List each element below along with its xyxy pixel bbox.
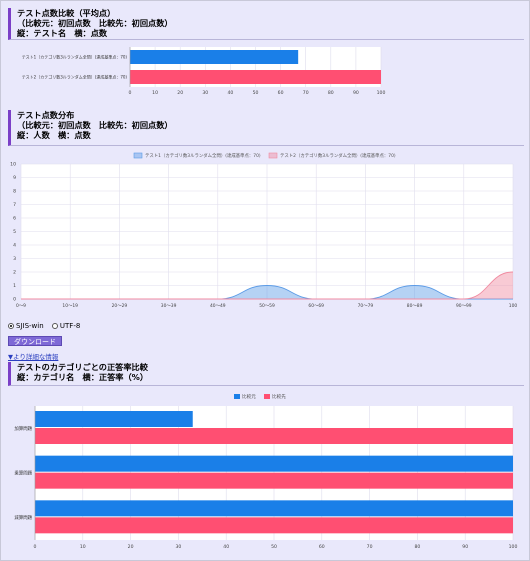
y-tick-label: 乗算問題 xyxy=(14,470,32,477)
section-title: テスト点数比較（平均点） xyxy=(17,8,116,18)
x-tick-label: 30〜39 xyxy=(161,303,177,309)
x-tick-label: 50 xyxy=(253,90,259,96)
x-tick-label: 30 xyxy=(175,544,181,550)
detail-info-link[interactable]: ▼より詳細な情報 xyxy=(8,353,59,361)
x-tick-label: 60〜69 xyxy=(308,303,324,309)
encoding-option-label: UTF-8 xyxy=(59,322,81,330)
x-tick-label: 10 xyxy=(152,90,158,96)
bar xyxy=(35,428,513,444)
score-distribution-chart: 0 1 2 3 4 5 6 7 8 9 10 0〜9 10〜19 20〜29 30〜39 40〜49 50〜59… xyxy=(10,152,518,309)
y-tick-label: 2 xyxy=(13,270,16,276)
x-tick-label: 40 xyxy=(227,90,233,96)
encoding-option-sjis[interactable]: SJIS-win xyxy=(8,322,44,330)
x-tick-label: 80 xyxy=(414,544,420,550)
x-tick-label: 60 xyxy=(319,544,325,550)
x-tick-label: 20 xyxy=(177,90,183,96)
section-axis-note: 縦：テスト名 横：点数 xyxy=(17,28,108,38)
series-area xyxy=(21,285,513,299)
x-tick-label: 100 xyxy=(509,544,518,550)
section-header-category-accuracy: テストのカテゴリごとの正答率比較 縦：カテゴリ名 横：正答率（%） xyxy=(8,362,524,386)
x-tick-label: 40 xyxy=(223,544,229,550)
x-tick-label: 70 xyxy=(303,90,309,96)
y-tick-label: 5 xyxy=(13,229,16,235)
y-tick-label: 0 xyxy=(13,297,16,303)
y-tick-label: 3 xyxy=(13,256,16,262)
y-tick-label: 7 xyxy=(13,202,16,208)
section-subtitle: （比較元：初回点数 比較先：初回点数） xyxy=(17,120,173,130)
y-tick-label: 10 xyxy=(10,162,16,168)
x-tick-label: 70〜79 xyxy=(358,303,374,309)
x-tick-label: 80〜89 xyxy=(407,303,423,309)
bar xyxy=(35,455,513,472)
score-comparison-chart: 0 10 20 30 40 50 60 70 80 90 100 テスト1（カテゴリ数3ルランダム全問… xyxy=(22,47,386,96)
section-title: テスト点数分布 xyxy=(17,110,75,120)
legend-label: テスト2（カテゴリ数3ルランダム全問）(達成基準点：70) xyxy=(280,152,396,159)
x-tick-label: 100 xyxy=(377,90,386,96)
legend-swatch xyxy=(133,152,143,159)
legend-label: テスト1（カテゴリ数3ルランダム全問）(達成基準点：70) xyxy=(145,152,261,159)
x-tick-label: 80 xyxy=(328,90,334,96)
encoding-options: SJIS-win UTF-8 xyxy=(8,322,80,330)
y-tick-label: 9 xyxy=(13,175,16,181)
legend-label: 比較先 xyxy=(272,393,286,400)
x-tick-label: 100 xyxy=(509,303,518,309)
legend-label: 比較元 xyxy=(242,393,256,400)
encoding-option-utf8[interactable]: UTF-8 xyxy=(51,322,81,330)
bar xyxy=(35,517,513,534)
x-tick-label: 0 xyxy=(129,90,132,96)
x-tick-label: 50 xyxy=(271,544,277,550)
legend-swatch xyxy=(264,394,270,399)
x-tick-label: 60 xyxy=(278,90,284,96)
x-tick-label: 90 xyxy=(353,90,359,96)
y-tick-label: テスト2（カテゴリ数3ルランダム全問）(達成基準点：70) xyxy=(22,74,128,80)
bar xyxy=(130,50,299,64)
x-tick-label: 10〜19 xyxy=(62,303,78,309)
y-tick-label: 加算問題 xyxy=(14,425,32,432)
section-title: テストのカテゴリごとの正答率比較 xyxy=(17,362,148,372)
x-tick-label: 20 xyxy=(128,544,134,550)
encoding-option-label: SJIS-win xyxy=(16,322,44,330)
x-tick-label: 90〜99 xyxy=(456,303,472,309)
bar xyxy=(35,472,513,489)
series-line xyxy=(20,271,514,300)
y-tick-label: 4 xyxy=(13,243,16,249)
x-tick-label: 40〜49 xyxy=(210,303,226,309)
section-axis-note: 縦：カテゴリ名 横：正答率（%） xyxy=(17,372,149,382)
section-header-score-comparison: テスト点数比較（平均点） （比較元：初回点数 比較先：初回点数） 縦：テスト名 … xyxy=(8,8,524,40)
bar xyxy=(35,411,193,427)
x-tick-label: 50〜59 xyxy=(259,303,275,309)
bar xyxy=(130,70,381,84)
y-tick-label: 1 xyxy=(13,283,16,289)
x-tick-label: 30 xyxy=(202,90,208,96)
x-tick-label: 10 xyxy=(80,544,86,550)
x-tick-label: 70 xyxy=(367,544,373,550)
section-subtitle: （比較元：初回点数 比較先：初回点数） xyxy=(17,18,173,28)
x-tick-label: 0 xyxy=(34,544,37,550)
x-tick-label: 0〜9 xyxy=(16,303,26,309)
y-tick-label: 8 xyxy=(13,189,16,195)
section-header-score-distribution: テスト点数分布 （比較元：初回点数 比較先：初回点数） 縦：人数 横：点数 xyxy=(8,110,524,146)
section-axis-note: 縦：人数 横：点数 xyxy=(17,130,91,140)
y-tick-label: 減算問題 xyxy=(14,514,32,521)
y-tick-label: テスト1（カテゴリ数3ルランダム全問）(達成基準点：70) xyxy=(22,54,128,60)
bar xyxy=(35,500,513,517)
legend-swatch xyxy=(268,152,278,159)
x-tick-label: 20〜29 xyxy=(112,303,128,309)
radio-unselected-icon[interactable] xyxy=(51,323,58,329)
y-tick-label: 6 xyxy=(13,216,16,222)
x-tick-label: 90 xyxy=(462,544,468,550)
radio-selected-icon[interactable] xyxy=(8,323,14,329)
download-button[interactable]: ダウンロード xyxy=(8,336,62,346)
legend-swatch xyxy=(234,394,240,399)
